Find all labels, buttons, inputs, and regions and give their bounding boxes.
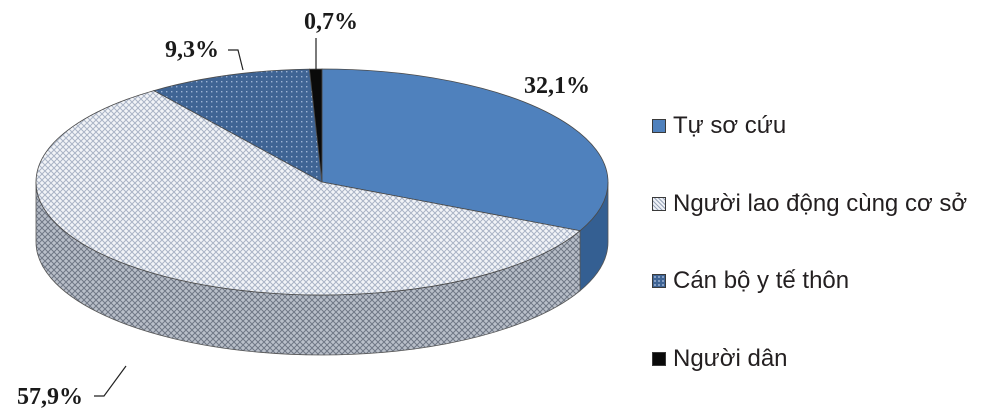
slice-tu-so-cuu-top: [321, 68, 609, 232]
slice-tu-so-cuu-value-label: 32,1%: [524, 73, 590, 99]
legend-label: Người dân: [673, 344, 788, 372]
slice-nguoi-lao-dong-top: [35, 90, 581, 296]
legend-label: Người lao động cùng cơ sở: [673, 189, 968, 217]
leader-line: [228, 49, 244, 71]
pie-value-labels: 32,1% 57,9% 9,3% 0,7%: [17, 9, 590, 410]
slice-can-bo-y-te-value-label: 9,3%: [165, 37, 219, 63]
pie-chart: 32,1% 57,9% 9,3% 0,7%: [17, 9, 609, 410]
legend-label: Tự sơ cứu: [673, 112, 787, 139]
legend-item-nguoi-lao-dong: Người lao động cùng cơ sở: [652, 186, 967, 222]
chart-legend: Tự sơ cứu Người lao động cùng cơ sở Cán …: [652, 108, 967, 418]
slice-nguoi-lao-dong-value-label: 57,9%: [17, 384, 83, 410]
slice-nguoi-dan-value-label: 0,7%: [304, 9, 358, 35]
legend-swatch-black: [652, 351, 666, 366]
legend-swatch-solid-blue: [652, 119, 666, 133]
legend-swatch-grid-pattern: [652, 196, 666, 211]
legend-label: Cán bộ y tế thôn: [673, 267, 850, 294]
legend-item-tu-so-cuu: Tự sơ cứu: [652, 108, 967, 144]
leader-line: [94, 365, 127, 397]
slice-can-bo-y-te-top: [152, 68, 323, 183]
legend-swatch-dotted-blue: [652, 274, 666, 288]
legend-item-nguoi-dan: Người dân: [652, 341, 967, 377]
pie-tops: [35, 68, 609, 296]
legend-item-can-bo-y-te: Cán bộ y tế thôn: [652, 263, 967, 299]
pie-leader-lines: [94, 38, 317, 397]
